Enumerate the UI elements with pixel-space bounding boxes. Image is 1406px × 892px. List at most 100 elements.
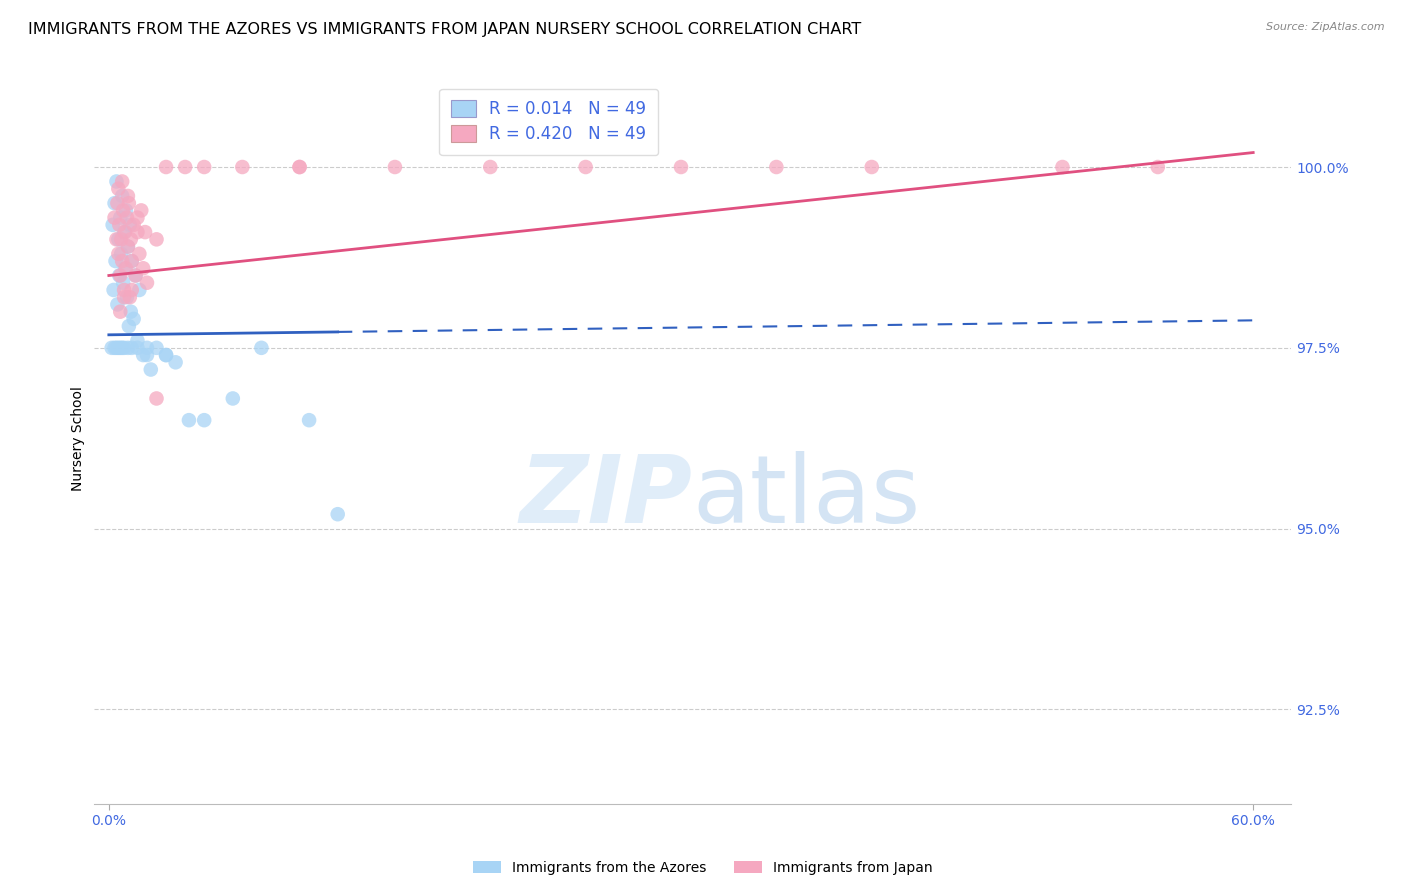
Point	[111, 189, 134, 203]
Point	[669, 160, 692, 174]
Point	[107, 182, 129, 196]
Point	[105, 341, 128, 355]
Point	[145, 341, 167, 355]
Point	[107, 341, 129, 355]
Text: Source: ZipAtlas.com: Source: ZipAtlas.com	[1267, 22, 1385, 32]
Point	[231, 160, 253, 174]
Point	[120, 232, 142, 246]
Point	[117, 239, 139, 253]
Point	[103, 211, 125, 225]
Point	[136, 348, 159, 362]
Point	[121, 254, 143, 268]
Point	[127, 341, 149, 355]
Point	[101, 218, 124, 232]
Point	[129, 203, 152, 218]
Point	[575, 160, 598, 174]
Point	[107, 247, 129, 261]
Point	[860, 160, 883, 174]
Point	[115, 290, 138, 304]
Point	[132, 261, 155, 276]
Point	[114, 261, 136, 276]
Point	[288, 160, 311, 174]
Text: atlas: atlas	[692, 450, 921, 542]
Point	[122, 312, 145, 326]
Point	[107, 297, 129, 311]
Point	[128, 283, 150, 297]
Point	[1146, 160, 1168, 174]
Point	[132, 348, 155, 362]
Point	[104, 254, 127, 268]
Point	[124, 268, 146, 283]
Point	[121, 341, 143, 355]
Point	[110, 304, 132, 318]
Point	[384, 160, 406, 174]
Point	[114, 225, 136, 239]
Point	[103, 341, 125, 355]
Point	[155, 348, 177, 362]
Point	[110, 341, 132, 355]
Point	[136, 276, 159, 290]
Point	[110, 268, 132, 283]
Point	[110, 247, 132, 261]
Legend: Immigrants from the Azores, Immigrants from Japan: Immigrants from the Azores, Immigrants f…	[468, 855, 938, 880]
Text: IMMIGRANTS FROM THE AZORES VS IMMIGRANTS FROM JAPAN NURSERY SCHOOL CORRELATION C: IMMIGRANTS FROM THE AZORES VS IMMIGRANTS…	[28, 22, 862, 37]
Point	[110, 211, 132, 225]
Point	[121, 254, 143, 268]
Point	[127, 334, 149, 348]
Point	[115, 203, 138, 218]
Point	[128, 247, 150, 261]
Point	[115, 261, 138, 276]
Point	[288, 160, 311, 174]
Point	[250, 341, 273, 355]
Point	[117, 239, 139, 253]
Legend: R = 0.014   N = 49, R = 0.420   N = 49: R = 0.014 N = 49, R = 0.420 N = 49	[440, 88, 658, 155]
Point	[107, 232, 129, 246]
Point	[120, 304, 142, 318]
Point	[155, 160, 177, 174]
Point	[110, 232, 132, 246]
Point	[139, 362, 162, 376]
Point	[112, 203, 135, 218]
Point	[165, 355, 187, 369]
Point	[112, 276, 135, 290]
Point	[111, 174, 134, 188]
Y-axis label: Nursery School: Nursery School	[72, 386, 86, 491]
Point	[118, 196, 141, 211]
Point	[103, 196, 125, 211]
Point	[105, 232, 128, 246]
Point	[134, 225, 156, 239]
Point	[155, 348, 177, 362]
Point	[108, 218, 131, 232]
Point	[105, 174, 128, 188]
Point	[107, 196, 129, 211]
Point	[765, 160, 787, 174]
Point	[326, 507, 349, 521]
Point	[115, 211, 138, 225]
Point	[118, 319, 141, 334]
Point	[121, 283, 143, 297]
Point	[193, 160, 215, 174]
Point	[124, 268, 146, 283]
Point	[108, 268, 131, 283]
Point	[127, 211, 149, 225]
Point	[174, 160, 197, 174]
Point	[193, 413, 215, 427]
Point	[112, 341, 135, 355]
Point	[112, 283, 135, 297]
Point	[122, 218, 145, 232]
Point	[111, 254, 134, 268]
Point	[298, 413, 321, 427]
Point	[118, 290, 141, 304]
Point	[117, 341, 139, 355]
Point	[100, 341, 122, 355]
Point	[118, 218, 141, 232]
Point	[112, 225, 135, 239]
Point	[117, 189, 139, 203]
Text: ZIP: ZIP	[520, 450, 692, 542]
Point	[1052, 160, 1074, 174]
Point	[222, 392, 245, 406]
Point	[145, 232, 167, 246]
Point	[177, 413, 200, 427]
Point	[145, 392, 167, 406]
Point	[103, 283, 125, 297]
